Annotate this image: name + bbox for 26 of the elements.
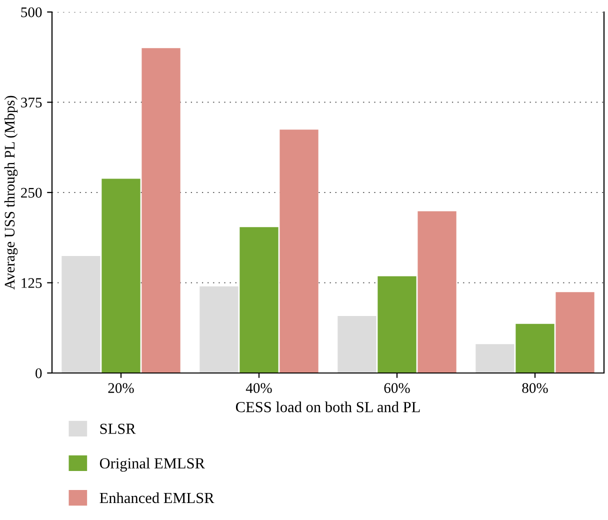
y-axis-title: Average USS through PL (Mbps) [4, 96, 18, 290]
y-tick-label: 0 [36, 368, 42, 378]
x-tick-label: 20% [108, 383, 134, 394]
bar [476, 344, 514, 373]
x-tick-label: 40% [246, 383, 272, 394]
bar [142, 48, 180, 373]
bar [240, 227, 278, 373]
bar [102, 178, 140, 373]
y-tick-label: 250 [21, 188, 42, 198]
bar [556, 292, 594, 373]
y-tick-label: 500 [21, 7, 42, 18]
x-axis-title: CESS load on both SL and PL [236, 402, 420, 412]
y-tick-label: 375 [21, 98, 42, 108]
legend-label: Original EMLSR [100, 458, 205, 472]
x-tick-label: 80% [522, 383, 548, 394]
bar [200, 286, 238, 373]
bar [338, 316, 376, 373]
legend-label: SLSR [100, 424, 136, 434]
bar [516, 324, 554, 373]
bar [62, 256, 100, 373]
legend-label: Enhanced EMLSR [100, 492, 214, 504]
bar [378, 276, 416, 373]
x-tick-label: 60% [384, 383, 410, 394]
y-tick-label: 125 [22, 278, 42, 288]
bar [280, 130, 318, 373]
bar [418, 211, 456, 373]
